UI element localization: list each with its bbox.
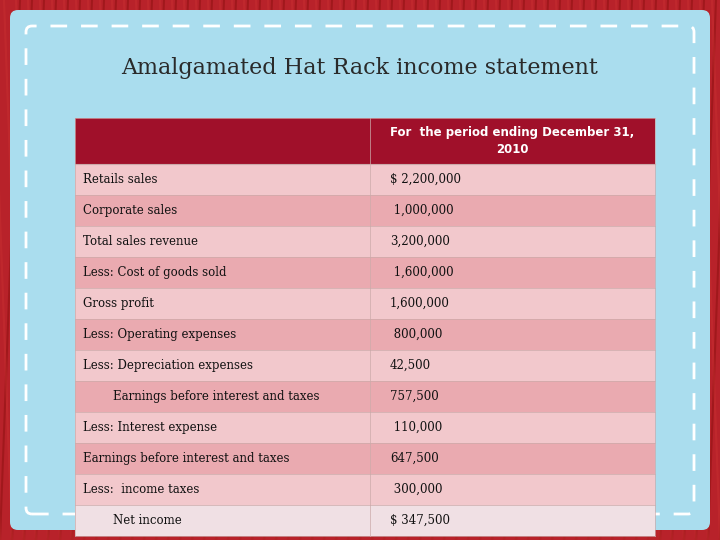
Text: Less: Depreciation expenses: Less: Depreciation expenses — [83, 359, 253, 372]
Bar — [75, 474, 655, 505]
Bar — [75, 381, 655, 412]
Text: 647,500: 647,500 — [390, 452, 438, 465]
Text: Total sales revenue: Total sales revenue — [83, 235, 198, 248]
Text: 42,500: 42,500 — [390, 359, 431, 372]
Text: Less: Operating expenses: Less: Operating expenses — [83, 328, 236, 341]
Text: Retails sales: Retails sales — [83, 173, 158, 186]
Text: Less: Interest expense: Less: Interest expense — [83, 421, 217, 434]
Bar — [75, 257, 655, 288]
Bar — [75, 319, 655, 350]
Text: Earnings before interest and taxes: Earnings before interest and taxes — [113, 390, 320, 403]
Bar — [75, 288, 655, 319]
Text: Earnings before interest and taxes: Earnings before interest and taxes — [83, 452, 289, 465]
Text: Amalgamated Hat Rack income statement: Amalgamated Hat Rack income statement — [122, 57, 598, 79]
Text: 1,000,000: 1,000,000 — [390, 204, 454, 217]
Text: Gross profit: Gross profit — [83, 297, 154, 310]
Text: 1,600,000: 1,600,000 — [390, 297, 450, 310]
Text: Net income: Net income — [113, 514, 181, 527]
Text: Less: Cost of goods sold: Less: Cost of goods sold — [83, 266, 227, 279]
Bar — [75, 164, 655, 195]
Text: 300,000: 300,000 — [390, 483, 443, 496]
Text: $ 2,200,000: $ 2,200,000 — [390, 173, 461, 186]
Bar — [75, 350, 655, 381]
Text: 2010: 2010 — [496, 143, 528, 156]
FancyBboxPatch shape — [10, 10, 710, 530]
Text: 1,600,000: 1,600,000 — [390, 266, 454, 279]
Text: Less:  income taxes: Less: income taxes — [83, 483, 199, 496]
Text: Corporate sales: Corporate sales — [83, 204, 177, 217]
Text: $ 347,500: $ 347,500 — [390, 514, 450, 527]
Bar — [75, 505, 655, 536]
Bar — [75, 118, 655, 164]
Bar — [75, 195, 655, 226]
Text: 757,500: 757,500 — [390, 390, 438, 403]
Text: 3,200,000: 3,200,000 — [390, 235, 450, 248]
Bar — [75, 412, 655, 443]
Text: For  the period ending December 31,: For the period ending December 31, — [390, 126, 634, 139]
Bar — [75, 443, 655, 474]
Text: 800,000: 800,000 — [390, 328, 442, 341]
Text: 110,000: 110,000 — [390, 421, 442, 434]
Bar — [75, 226, 655, 257]
